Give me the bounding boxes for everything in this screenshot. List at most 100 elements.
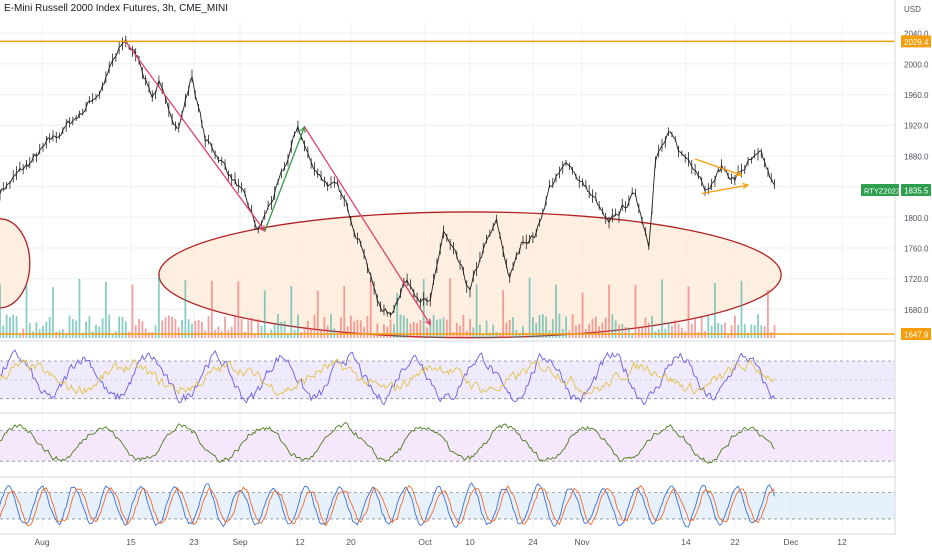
price-tick-label: 1880.0 (904, 152, 929, 161)
volume-bar (770, 331, 773, 338)
volume-bar (558, 313, 561, 338)
volume-bar (402, 315, 405, 338)
volume-bar (95, 324, 97, 338)
volume-bar (518, 332, 521, 338)
volume-bar (240, 318, 243, 338)
volume-bar (52, 287, 54, 338)
volume-bar (485, 320, 488, 338)
price-tick-label: 1680.0 (904, 306, 929, 315)
volume-bar (614, 320, 617, 338)
time-tick-label: 12 (295, 537, 305, 547)
volume-bar (452, 332, 455, 338)
volume-bar (101, 318, 104, 338)
volume-bar (677, 323, 680, 338)
volume-bar (396, 293, 399, 338)
volume-bar (287, 333, 289, 338)
volume-bar (661, 279, 663, 338)
volume-bar (522, 326, 524, 338)
volume-bar (389, 319, 392, 338)
volume-bar (727, 333, 730, 338)
volume-bar (399, 314, 402, 338)
volume-bar (528, 277, 531, 338)
volume-bar (671, 325, 673, 338)
oscillator-line (0, 482, 775, 528)
volume-bar (280, 321, 283, 338)
volume-bar (247, 320, 250, 338)
volume-bar (565, 316, 567, 338)
volume-bar (694, 318, 696, 338)
volume-bar (383, 324, 385, 338)
volume-bar (68, 315, 71, 338)
time-tick-label: 14 (681, 537, 691, 547)
oscillator-line (0, 484, 775, 527)
volume-bar (628, 327, 630, 338)
volume-bar (429, 320, 432, 338)
volume-bar (495, 331, 498, 338)
top-level-badge: 2029.4 (904, 38, 929, 47)
volume-bar (654, 331, 657, 338)
volume-bar (624, 326, 627, 338)
volume-bar (217, 326, 220, 338)
price-tick-label: 1760.0 (904, 244, 929, 253)
volume-bar (737, 324, 740, 338)
volume-bar (2, 325, 5, 338)
volume-bar (641, 326, 644, 338)
volume-bar (138, 318, 140, 338)
volume-bar (545, 316, 548, 338)
volume-bar (197, 319, 200, 338)
volume-bar (290, 286, 293, 338)
volume-bar (207, 316, 210, 338)
volume-bar (412, 321, 415, 338)
volume-bar (618, 324, 620, 338)
trendline (694, 158, 742, 176)
volume-bar (532, 316, 534, 338)
volume-bar (419, 320, 422, 338)
volume-bar (366, 315, 369, 338)
trendline-arrowhead (424, 318, 432, 326)
volume-bar (436, 319, 438, 338)
volume-bar (525, 332, 528, 338)
volume-bar (720, 324, 723, 338)
volume-bar (118, 316, 121, 338)
volume-bar (210, 280, 213, 338)
volume-bar (538, 314, 541, 338)
volume-bar (714, 283, 716, 338)
volume-bar (700, 317, 703, 338)
volume-bar (680, 327, 683, 338)
volume-bar (416, 323, 418, 338)
volume-bar (687, 286, 690, 338)
time-tick-label: 23 (189, 537, 199, 547)
volume-bar (750, 324, 753, 338)
volume-bar (508, 319, 511, 338)
volume-bar (105, 281, 107, 338)
volume-bar (707, 315, 710, 338)
volume-bar (591, 318, 594, 338)
volume-bar (121, 316, 124, 338)
horizontal-levels (0, 40, 895, 335)
price-axis-bg (895, 0, 932, 550)
volume-bar (356, 319, 359, 338)
volume-bar (634, 284, 637, 338)
volume-bar (621, 323, 624, 338)
volume-bar (373, 333, 375, 338)
volume-bar (0, 284, 1, 338)
time-tick-label: 12 (837, 537, 847, 547)
volume-bar (757, 314, 759, 338)
volume-bar (237, 281, 240, 338)
volume-bar (71, 319, 74, 338)
volume-bar (273, 324, 276, 338)
volume-bar (505, 322, 508, 338)
volume-bar (637, 326, 640, 338)
volume-bar (85, 321, 87, 338)
time-tick-label: 20 (346, 537, 356, 547)
volume-bar (740, 280, 743, 338)
volume-bar (28, 323, 31, 338)
volume-bar (157, 277, 160, 338)
volume-bar (283, 321, 286, 338)
volume-bar (426, 327, 428, 338)
volume-bar (88, 316, 91, 338)
price-tick-label: 1920.0 (904, 122, 929, 131)
volume-bar (310, 328, 313, 338)
